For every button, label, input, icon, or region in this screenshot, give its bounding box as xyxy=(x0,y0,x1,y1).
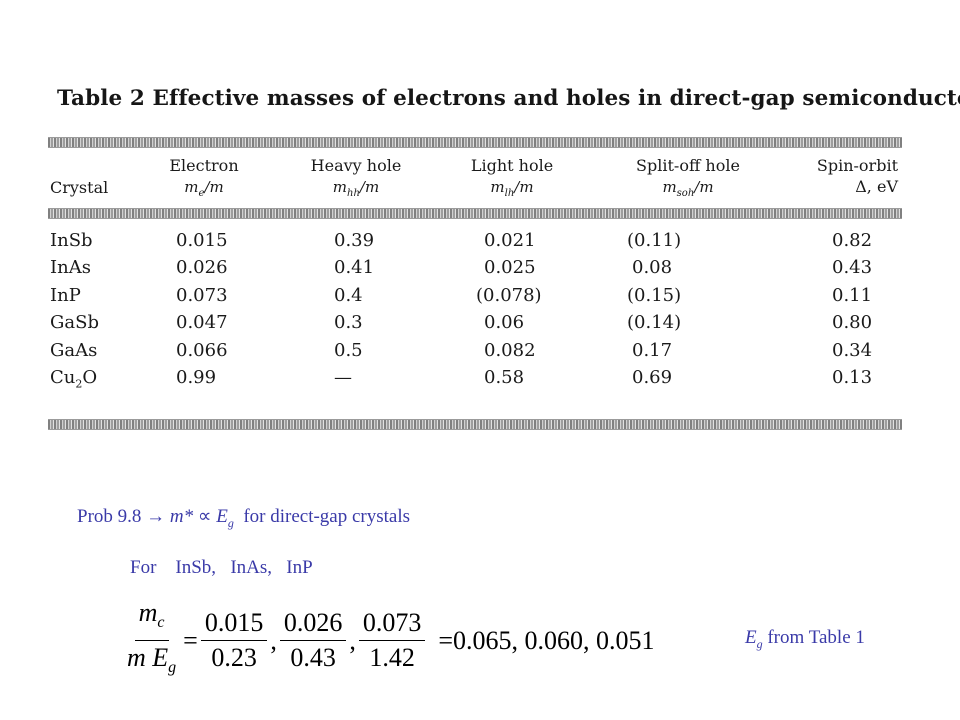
prob-mstar: m* xyxy=(169,506,194,527)
header-electron-label: Electron xyxy=(169,156,239,175)
cell-electron: 0.026 xyxy=(176,257,228,278)
header-rule xyxy=(48,208,902,219)
cell-crystal: InAs xyxy=(50,257,91,278)
cell-electron: 0.066 xyxy=(176,340,228,361)
cell-spinorbit: 0.43 xyxy=(832,257,873,278)
header-heavy-label: Heavy hole xyxy=(310,156,402,175)
cell-light: 0.58 xyxy=(484,367,525,388)
equation: mc m Eg = 0.015 0.23 , 0.026 0.43 , 0.07… xyxy=(120,598,655,683)
cell-electron: 0.073 xyxy=(176,285,228,306)
header-crystal: Crystal xyxy=(50,178,109,197)
cell-spinorbit: 0.11 xyxy=(832,285,873,306)
cell-light: 0.082 xyxy=(484,340,536,361)
header-spinorbit-label: Spin-orbit xyxy=(816,156,898,175)
header-light-hole: Light hole mlh/m xyxy=(471,155,553,204)
header-electron-symbol: me/m xyxy=(184,178,224,199)
prob-proportional: ∝ xyxy=(197,506,212,527)
header-heavy-symbol: mhh/m xyxy=(332,178,380,199)
cell-spinorbit: 0.80 xyxy=(832,312,873,333)
table-title: Table 2 Effective masses of electrons an… xyxy=(57,86,960,111)
comma: , xyxy=(349,625,356,655)
cell-spinorbit: 0.34 xyxy=(832,340,873,361)
cell-splitoff: (0.15) xyxy=(627,285,682,306)
cell-electron: 0.99 xyxy=(176,367,217,388)
cell-splitoff: 0.17 xyxy=(632,340,673,361)
fraction-inp: 0.073 1.42 xyxy=(358,608,426,673)
cell-crystal: InSb xyxy=(50,230,93,251)
header-electron: Electron me/m xyxy=(169,155,238,204)
prob-E: E xyxy=(216,506,228,527)
cell-splitoff: (0.11) xyxy=(627,230,682,251)
comma: , xyxy=(270,625,277,655)
cell-crystal: GaSb xyxy=(50,312,99,333)
fraction-inas: 0.026 0.43 xyxy=(279,608,347,673)
equation-result: =0.065, 0.060, 0.051 xyxy=(438,625,655,655)
for-crystal: InAs, xyxy=(230,557,273,578)
prob-rest: for direct-gap crystals xyxy=(243,506,411,527)
cell-heavy: 0.5 xyxy=(334,340,363,361)
cell-spinorbit: 0.13 xyxy=(832,367,873,388)
header-spinorbit-unit: Δ, eV xyxy=(855,177,898,196)
problem-statement: Prob 9.8 → m* ∝ Eg for direct-gap crysta… xyxy=(77,506,411,530)
header-splitoff-symbol: msoh/m xyxy=(662,178,714,199)
cell-light: 0.021 xyxy=(484,230,536,251)
cell-crystal: GaAs xyxy=(50,340,98,361)
cell-heavy: 0.4 xyxy=(334,285,363,306)
cell-splitoff: 0.69 xyxy=(632,367,673,388)
cell-electron: 0.015 xyxy=(176,230,228,251)
fraction-insb: 0.015 0.23 xyxy=(200,608,268,673)
cell-light: 0.025 xyxy=(484,257,536,278)
cell-heavy: 0.3 xyxy=(334,312,363,333)
cell-splitoff: 0.08 xyxy=(632,257,673,278)
header-heavy-hole: Heavy hole mhh/m xyxy=(311,155,402,204)
header-splitoff-label: Split-off hole xyxy=(636,156,740,175)
for-crystal: InSb, xyxy=(175,557,217,578)
header-spin-orbit: Spin-orbit Δ, eV xyxy=(808,155,898,197)
top-rule xyxy=(48,137,902,148)
header-light-symbol: mlh/m xyxy=(490,178,534,199)
lhs-fraction: mc m Eg xyxy=(127,598,177,677)
for-crystal: InP xyxy=(286,557,313,578)
cell-electron: 0.047 xyxy=(176,312,228,333)
header-splitoff-hole: Split-off hole msoh/m xyxy=(636,155,740,204)
cell-crystal: InP xyxy=(50,285,81,306)
prob-label: Prob 9.8 → xyxy=(77,506,166,527)
cell-heavy: — xyxy=(334,367,352,388)
for-line: For InSb, InAs, InP xyxy=(130,557,313,579)
cell-splitoff: (0.14) xyxy=(627,312,682,333)
cell-heavy: 0.41 xyxy=(334,257,375,278)
cell-spinorbit: 0.82 xyxy=(832,230,873,251)
cell-light: 0.06 xyxy=(484,312,525,333)
equals-sign: = xyxy=(183,625,198,655)
eg-source-note: Eg from Table 1 xyxy=(745,627,865,651)
cell-light: (0.078) xyxy=(476,285,542,306)
bottom-rule xyxy=(48,419,902,430)
cell-crystal: Cu2O xyxy=(50,367,98,391)
header-light-label: Light hole xyxy=(470,156,554,175)
cell-heavy: 0.39 xyxy=(334,230,375,251)
for-label: For xyxy=(130,557,157,578)
